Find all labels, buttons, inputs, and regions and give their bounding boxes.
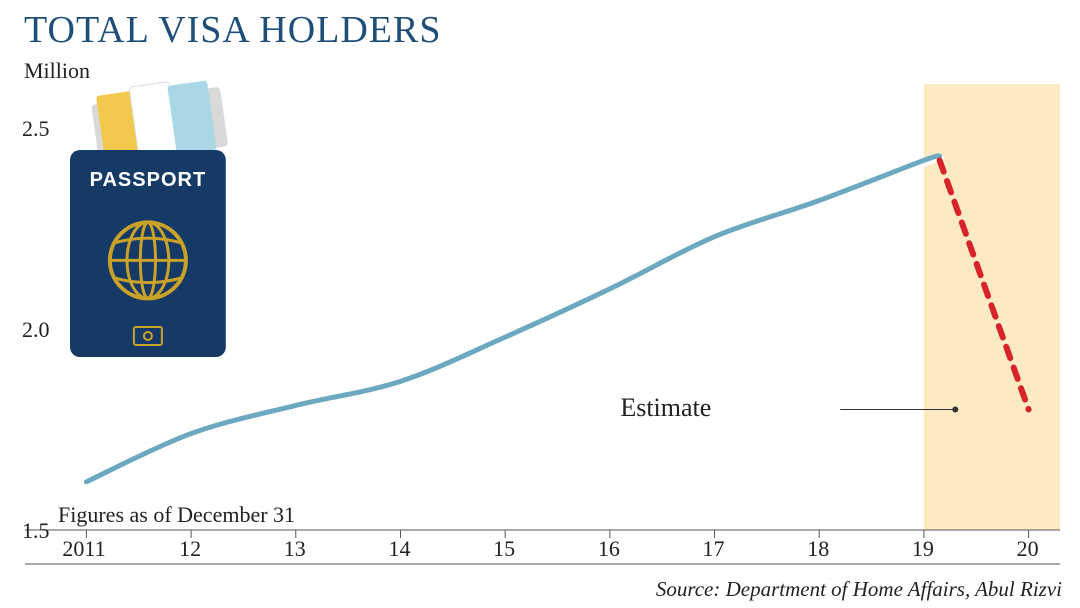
footnote: Figures as of December 31 — [58, 502, 295, 528]
x-tick-label: 20 — [1017, 536, 1039, 562]
x-tick-label: 17 — [703, 536, 725, 562]
chart-container: TOTAL VISA HOLDERS Million PASSPORT Figu… — [0, 0, 1080, 608]
estimate-label: Estimate — [620, 393, 711, 423]
y-tick-label: 2.5 — [22, 116, 50, 142]
x-tick-label: 14 — [388, 536, 410, 562]
y-tick-label: 1.5 — [22, 518, 50, 544]
x-tick-label: 18 — [807, 536, 829, 562]
x-tick-label: 19 — [912, 536, 934, 562]
passport-label: PASSPORT — [90, 169, 207, 191]
x-tick-label: 12 — [179, 536, 201, 562]
x-tick-label: 16 — [598, 536, 620, 562]
passport-icon: PASSPORT — [70, 75, 229, 357]
x-tick-label: 2011 — [62, 536, 105, 562]
callout-dot — [952, 406, 958, 412]
x-tick-label: 15 — [493, 536, 515, 562]
source-credit: Source: Department of Home Affairs, Abul… — [656, 577, 1062, 602]
y-tick-label: 2.0 — [22, 317, 50, 343]
x-tick-label: 13 — [284, 536, 306, 562]
